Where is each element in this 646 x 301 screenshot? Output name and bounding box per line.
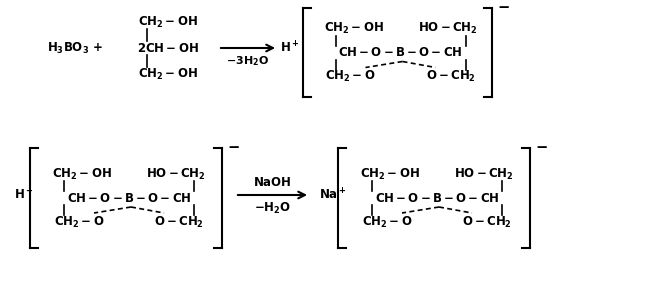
Text: $\mathregular{CH-O-B-O-CH}$: $\mathregular{CH-O-B-O-CH}$: [67, 191, 191, 204]
Text: $\mathregular{HO-CH_2}$: $\mathregular{HO-CH_2}$: [417, 21, 477, 36]
Text: $\mathregular{O-CH_2}$: $\mathregular{O-CH_2}$: [462, 214, 512, 230]
Text: $\mathregular{H^+}$: $\mathregular{H^+}$: [280, 40, 300, 56]
Text: $\mathregular{CH_2-OH}$: $\mathregular{CH_2-OH}$: [324, 21, 384, 36]
Text: $\mathregular{- H_2O}$: $\mathregular{- H_2O}$: [254, 200, 291, 216]
Text: $\mathregular{CH_2-OH}$: $\mathregular{CH_2-OH}$: [52, 166, 112, 182]
Text: $\mathregular{Na^+}$: $\mathregular{Na^+}$: [319, 187, 346, 203]
Text: $\mathregular{CH_2-O}$: $\mathregular{CH_2-O}$: [326, 69, 376, 84]
Text: $\mathbf{-}$: $\mathbf{-}$: [497, 0, 510, 14]
Text: $\mathbf{-}$: $\mathbf{-}$: [535, 138, 548, 154]
Text: $\mathregular{CH_2-OH}$: $\mathregular{CH_2-OH}$: [138, 67, 198, 82]
Text: $\mathregular{CH_2-O}$: $\mathregular{CH_2-O}$: [362, 214, 412, 230]
Text: $\mathregular{CH-O-B-O-CH}$: $\mathregular{CH-O-B-O-CH}$: [375, 191, 499, 204]
Text: $\mathregular{H_3BO_3}$ +: $\mathregular{H_3BO_3}$ +: [47, 40, 103, 56]
Text: $\mathregular{HO-CH_2}$: $\mathregular{HO-CH_2}$: [454, 166, 514, 182]
Text: $\mathregular{CH_2-O}$: $\mathregular{CH_2-O}$: [54, 214, 104, 230]
Text: $\mathregular{HO-CH_2}$: $\mathregular{HO-CH_2}$: [146, 166, 206, 182]
Text: $\mathregular{O-CH_2}$: $\mathregular{O-CH_2}$: [426, 69, 475, 84]
Text: $\mathregular{O-CH_2}$: $\mathregular{O-CH_2}$: [154, 214, 204, 230]
Text: $\mathregular{H^+}$: $\mathregular{H^+}$: [14, 187, 34, 203]
Text: $\mathregular{CH_2-OH}$: $\mathregular{CH_2-OH}$: [360, 166, 420, 182]
Text: $\mathregular{-3H_2O}$: $\mathregular{-3H_2O}$: [227, 54, 269, 68]
Text: $\mathregular{CH-O-B-O-CH}$: $\mathregular{CH-O-B-O-CH}$: [339, 46, 463, 59]
Text: NaOH: NaOH: [254, 175, 291, 188]
Text: $\mathbf{-}$: $\mathbf{-}$: [227, 138, 240, 154]
Text: $\mathregular{2CH-OH}$: $\mathregular{2CH-OH}$: [137, 42, 199, 54]
Text: $\mathregular{CH_2-OH}$: $\mathregular{CH_2-OH}$: [138, 14, 198, 29]
